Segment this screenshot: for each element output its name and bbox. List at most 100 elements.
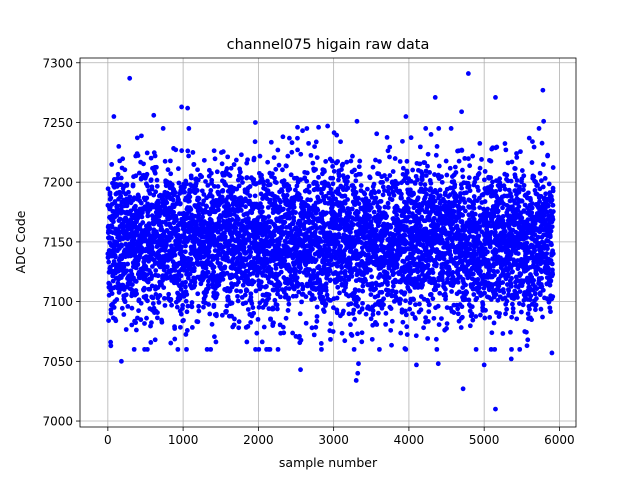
data-point [389, 342, 394, 348]
data-point [470, 317, 476, 323]
data-point [236, 279, 241, 285]
data-point [435, 303, 441, 309]
data-point [109, 291, 115, 296]
data-point [228, 165, 234, 171]
data-point [417, 236, 423, 242]
data-point [406, 209, 412, 215]
data-point [359, 339, 365, 345]
data-point [417, 161, 423, 167]
data-point [419, 214, 425, 220]
data-point [178, 324, 183, 330]
data-point [166, 291, 172, 297]
data-point [196, 212, 202, 218]
data-point [231, 255, 237, 261]
data-point [222, 172, 227, 178]
data-point [233, 225, 239, 231]
data-point [298, 195, 304, 201]
data-point [220, 188, 226, 193]
data-point [274, 306, 280, 312]
data-point [368, 316, 374, 322]
data-point [139, 214, 145, 220]
data-point [472, 179, 478, 185]
data-point [200, 214, 206, 220]
data-point [422, 182, 428, 188]
data-point [298, 265, 303, 271]
data-point [459, 148, 465, 153]
data-point [341, 308, 346, 314]
data-point [477, 165, 483, 171]
data-point [366, 198, 372, 204]
data-point [258, 191, 264, 197]
data-point [469, 304, 475, 310]
data-point [193, 181, 199, 186]
data-point [251, 155, 257, 161]
data-point [408, 178, 414, 184]
data-point [293, 293, 299, 299]
data-point [110, 208, 116, 214]
data-point [216, 282, 222, 288]
data-point [136, 170, 142, 176]
data-point [356, 296, 361, 302]
data-point [279, 225, 285, 231]
data-point [169, 302, 175, 308]
data-point [453, 170, 459, 175]
data-point [448, 126, 454, 131]
data-point [282, 219, 288, 225]
data-point [346, 311, 352, 317]
data-point [356, 164, 362, 170]
data-point [136, 297, 142, 303]
data-point [425, 262, 431, 268]
data-point [204, 346, 210, 352]
data-point [356, 195, 361, 201]
data-point [444, 321, 450, 326]
data-point [347, 261, 353, 267]
data-point [432, 172, 437, 177]
data-point [386, 288, 391, 293]
data-point [190, 150, 196, 155]
data-point [138, 317, 144, 323]
data-point [122, 167, 128, 173]
data-point [262, 215, 268, 221]
data-point [349, 273, 355, 279]
data-point [451, 310, 457, 315]
data-point [358, 171, 363, 177]
data-point [381, 302, 386, 308]
data-point [346, 277, 352, 282]
data-point [411, 191, 416, 197]
data-point [387, 173, 393, 178]
data-point [377, 205, 382, 211]
data-point [170, 197, 176, 203]
data-point [134, 291, 140, 297]
data-point [269, 171, 275, 177]
data-point [145, 298, 150, 304]
data-point [174, 217, 179, 222]
data-point [413, 333, 419, 339]
data-point [323, 159, 329, 164]
data-point [259, 284, 265, 289]
data-point [470, 281, 476, 287]
data-point [351, 346, 357, 352]
data-point [461, 196, 466, 202]
data-point [419, 171, 425, 177]
data-point [458, 325, 464, 330]
data-point [356, 288, 362, 293]
data-point [336, 173, 342, 179]
data-point [331, 168, 337, 174]
data-point [238, 288, 244, 294]
data-point [219, 194, 225, 200]
data-point [304, 178, 310, 184]
data-point [403, 346, 409, 352]
data-point [207, 311, 213, 317]
data-point [322, 169, 327, 174]
data-point [417, 301, 422, 307]
data-point [171, 209, 177, 215]
data-point [471, 292, 477, 297]
data-point [126, 189, 131, 195]
data-point [231, 322, 237, 328]
data-point [203, 179, 208, 184]
data-point [475, 277, 481, 282]
data-point [428, 292, 434, 297]
data-point [476, 285, 482, 291]
data-point [281, 206, 286, 212]
data-point [314, 304, 320, 310]
